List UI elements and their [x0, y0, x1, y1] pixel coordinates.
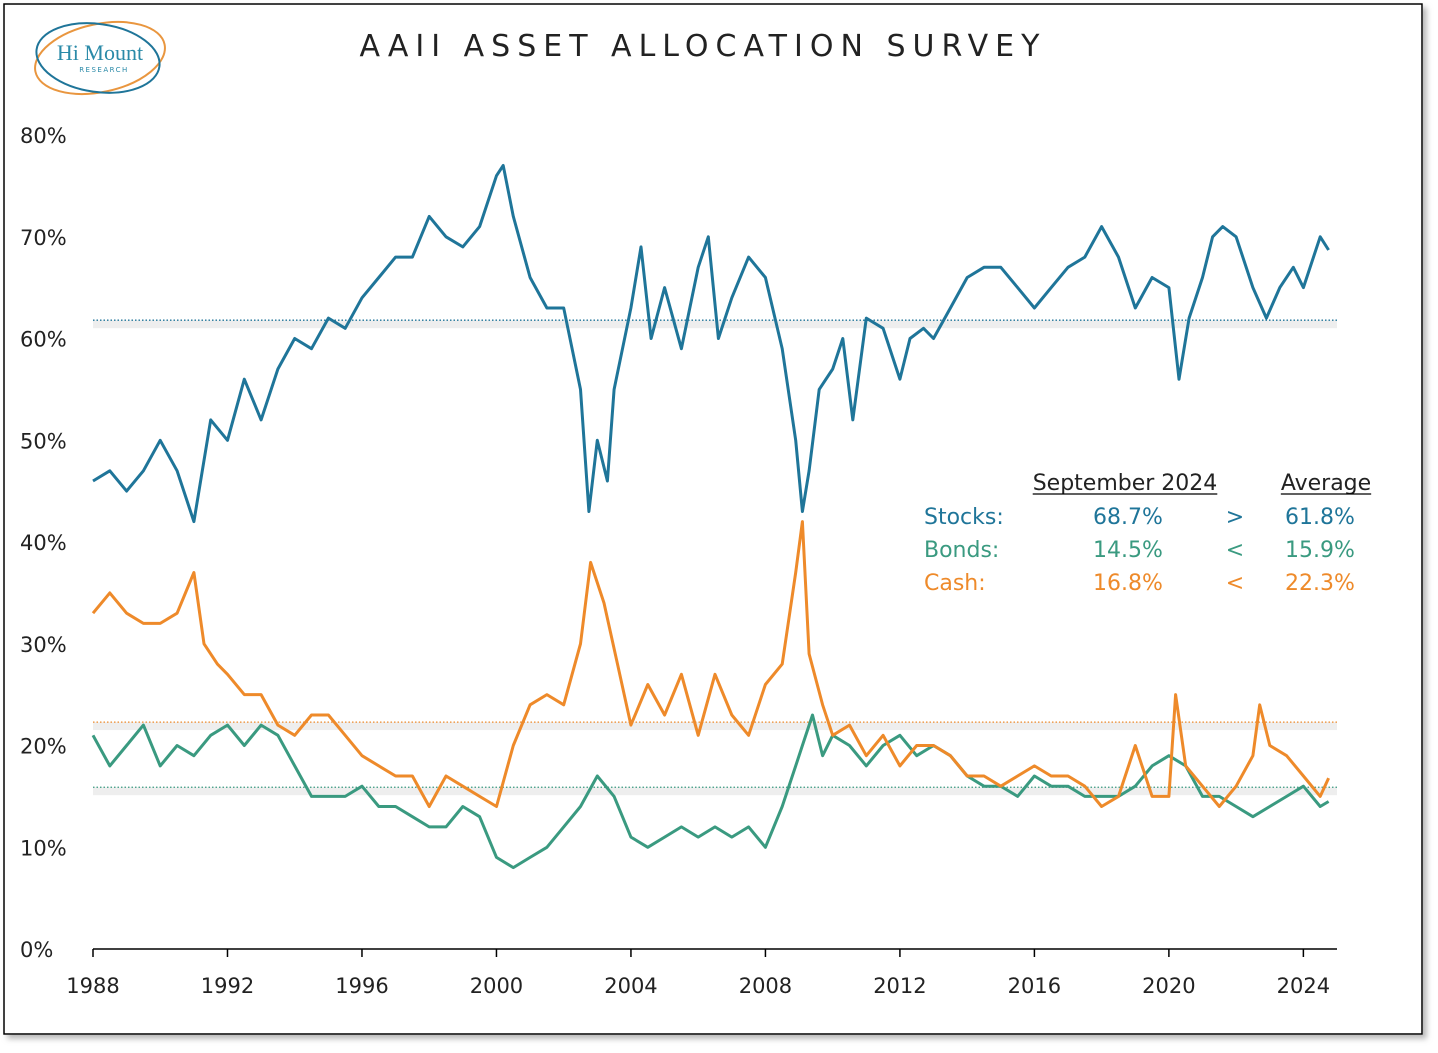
- y-tick-label: 60%: [20, 328, 67, 352]
- x-tick-label: 2004: [604, 974, 657, 998]
- y-tick-label: 70%: [20, 226, 67, 250]
- x-tick-label: 2016: [1008, 974, 1061, 998]
- x-tick-label: 2008: [739, 974, 792, 998]
- y-tick-label: 20%: [20, 735, 67, 759]
- logo-sub: RESEARCH: [79, 66, 129, 74]
- chart-title: AAII ASSET ALLOCATION SURVEY: [360, 29, 1047, 64]
- series-line: [91, 520, 1330, 808]
- series-line: [92, 164, 1330, 524]
- x-tick-label: 1996: [335, 974, 388, 998]
- table-label: Bonds:: [924, 538, 999, 563]
- logo: Hi Mount RESEARCH: [34, 21, 166, 95]
- x-tick-label: 2024: [1277, 974, 1330, 998]
- x-tick-label: 1992: [201, 974, 254, 998]
- table-average: 22.3%: [1285, 571, 1355, 596]
- table-value: 14.5%: [1093, 538, 1163, 563]
- y-tick-label: 30%: [20, 633, 67, 657]
- table-label: Stocks:: [924, 505, 1004, 530]
- table-value: 68.7%: [1093, 505, 1163, 530]
- series-line: [91, 713, 1330, 870]
- table-average: 15.9%: [1285, 538, 1355, 563]
- y-tick-label: 10%: [20, 836, 67, 860]
- table-compare: >: [1226, 505, 1244, 530]
- frame: [3, 3, 1423, 1035]
- table-value: 16.8%: [1093, 571, 1163, 596]
- table-compare: <: [1226, 538, 1244, 563]
- table-label: Cash:: [924, 571, 986, 596]
- table-header: Average: [1281, 471, 1371, 496]
- x-tick-label: 1988: [66, 974, 119, 998]
- table-compare: <: [1226, 571, 1244, 596]
- average-band: [93, 787, 1337, 796]
- y-tick-label: 50%: [20, 429, 67, 453]
- y-tick-label: 40%: [20, 531, 67, 555]
- y-tick-label: 0%: [20, 938, 53, 962]
- y-tick-label: 80%: [20, 124, 67, 148]
- average-band: [93, 722, 1337, 731]
- x-tick-label: 2000: [470, 974, 523, 998]
- x-tick-label: 2012: [873, 974, 926, 998]
- x-tick-label: 2020: [1142, 974, 1195, 998]
- table-average: 61.8%: [1285, 505, 1355, 530]
- logo-name: Hi Mount: [57, 40, 143, 65]
- average-band: [93, 320, 1337, 329]
- table-header: September 2024: [1033, 471, 1218, 496]
